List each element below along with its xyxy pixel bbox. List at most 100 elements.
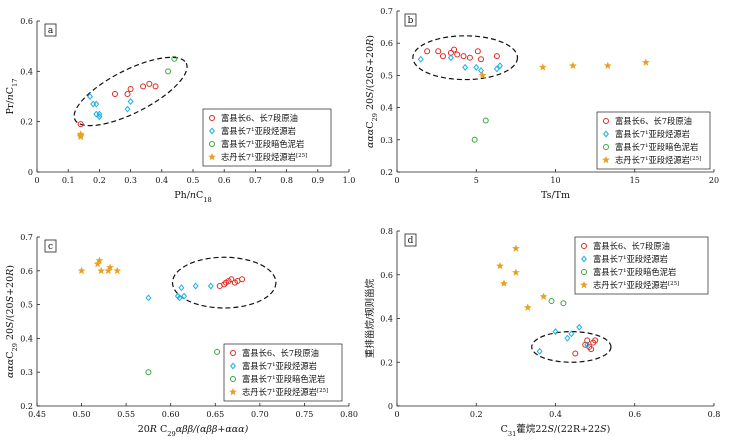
series-2 [145,348,221,376]
y-tick-label: 0.3 [380,136,393,145]
cluster-ellipse [531,331,612,363]
diamond-marker-point [176,294,183,302]
series-0 [424,46,500,63]
diamond-marker-point [447,54,454,62]
x-tick-label: 0.8 [708,410,721,419]
x-tick-label: 0.1 [62,176,75,185]
y-tick-label: 0.6 [20,267,33,276]
circle-marker-point [584,337,591,344]
series-3 [77,256,122,275]
circle-marker-point [466,54,473,61]
series-1 [145,282,214,302]
x-tick-label: 5 [474,176,479,185]
diamond-marker-point [473,63,480,71]
circle-marker-point [493,53,500,60]
chart-panel-d: 0 0.2 0.4 0.6 0.8 0 0.2 0.4 0.6 0.8 C31藿烷22S/(22R+… [364,227,720,438]
legend-star-marker [229,387,237,396]
legend-diamond-marker [581,255,587,263]
legend-label: 富县长6、长7段原油 [593,241,670,251]
legend-diamond-marker [230,362,236,370]
y-tick-label: 0.4 [20,334,33,343]
x-tick-label: 0.2 [470,410,483,419]
circle-marker-point [165,68,172,75]
series-1 [87,93,134,121]
legend-circle-marker [581,269,587,275]
series-2 [165,55,178,75]
legend-star-marker [208,152,216,161]
y-tick-label: 0 [388,402,393,411]
x-tick-label: 0.3 [124,176,137,185]
legend-label: 富县长7¹亚段暗色泥岩 [593,267,676,277]
diamond-marker-point [478,67,484,75]
x-tick-label: 0 [394,410,399,419]
star-marker-point [496,261,505,270]
series-0 [77,80,159,128]
y-tick-label: 0.4 [380,315,393,324]
series-3 [76,130,85,141]
y-tick-label: 0.7 [20,233,33,242]
circle-marker-point [214,348,221,355]
x-tick-label: 0.4 [155,176,168,185]
circle-marker-point [451,46,458,53]
star-marker-point [500,279,508,287]
panel-label-box [404,233,417,247]
circle-marker-point [77,121,84,128]
legend-label: 志丹长7¹亚段烃源岩[25] [242,387,328,397]
legend-label: 志丹长7¹亚段烃源岩[25] [221,152,307,162]
legend: 富县长6、长7段原油富县长7¹亚段烃源岩富县长7¹亚段暗色泥岩志丹长7¹亚段烃源… [596,111,711,170]
cluster-ellipse [412,35,519,81]
diamond-marker-point [493,65,500,73]
legend: 富县长6、长7段原油富县长7¹亚段烃源岩富县长7¹亚段暗色泥岩志丹长7¹亚段烃源… [223,343,343,402]
panel-label: a [48,26,54,36]
x-tick-label: 0.4 [549,410,562,419]
legend-box [202,108,332,167]
legend-circle-marker [603,118,609,124]
x-tick-label: 0.60 [162,410,180,419]
legend-label: 富县长7¹亚段暗色泥岩 [221,139,304,149]
diamond-marker-point [462,63,469,71]
diamond-marker-point [145,294,152,302]
circle-marker-point [548,298,555,304]
star-marker-point [523,303,532,311]
x-tick-label: 20 [709,176,719,185]
y-tick-label: 0.4 [380,104,393,113]
star-marker-point [539,292,548,301]
star-marker-point [603,61,612,70]
x-tick-label: 1.0 [343,176,356,185]
panel-label: d [408,236,414,246]
series-0 [216,276,246,290]
legend-label: 富县长6、长7段原油 [615,116,692,126]
circle-marker-point [124,90,131,97]
diamond-marker-point [568,330,575,338]
star-marker-point [97,266,106,275]
legend-circle-marker [581,243,587,249]
circle-marker-point [478,56,485,63]
circle-marker-point [439,53,446,60]
x-tick-label: 0.7 [249,176,262,185]
y-tick-label: 0.2 [380,358,393,367]
x-tick-label: 0 [394,176,399,185]
legend-circle-marker [603,144,609,150]
x-tick-label: 0.75 [296,410,314,419]
legend-label: 富县长7¹亚段烃源岩 [615,129,690,139]
legend-star-marker [580,280,588,289]
series-3 [496,244,548,311]
star-marker-point [641,58,650,66]
cluster-ellipse [171,256,277,309]
legend-circle-marker [230,376,236,382]
y-tick-label: 0.6 [380,271,393,280]
legend-label: 志丹长7¹亚段烃源岩[25] [615,155,701,165]
y-axis-label: αααC29 20S/(20S+20R) [365,35,379,148]
circle-marker-point [127,85,134,92]
panel-label: b [408,16,414,26]
legend-label: 志丹长7¹亚段烃源岩[25] [593,280,679,290]
panel-label-box [44,239,57,253]
legend: 富县长6、长7段原油富县长7¹亚段烃源岩富县长7¹亚段暗色泥岩志丹长7¹亚段烃源… [202,108,332,167]
circle-marker-point [560,300,567,307]
panel-label-box [44,23,57,37]
circle-marker-point [482,117,489,124]
diamond-marker-point [90,100,97,108]
diamond-marker-point [192,282,199,290]
legend-label: 富县长7¹亚段烃源岩 [593,254,668,264]
